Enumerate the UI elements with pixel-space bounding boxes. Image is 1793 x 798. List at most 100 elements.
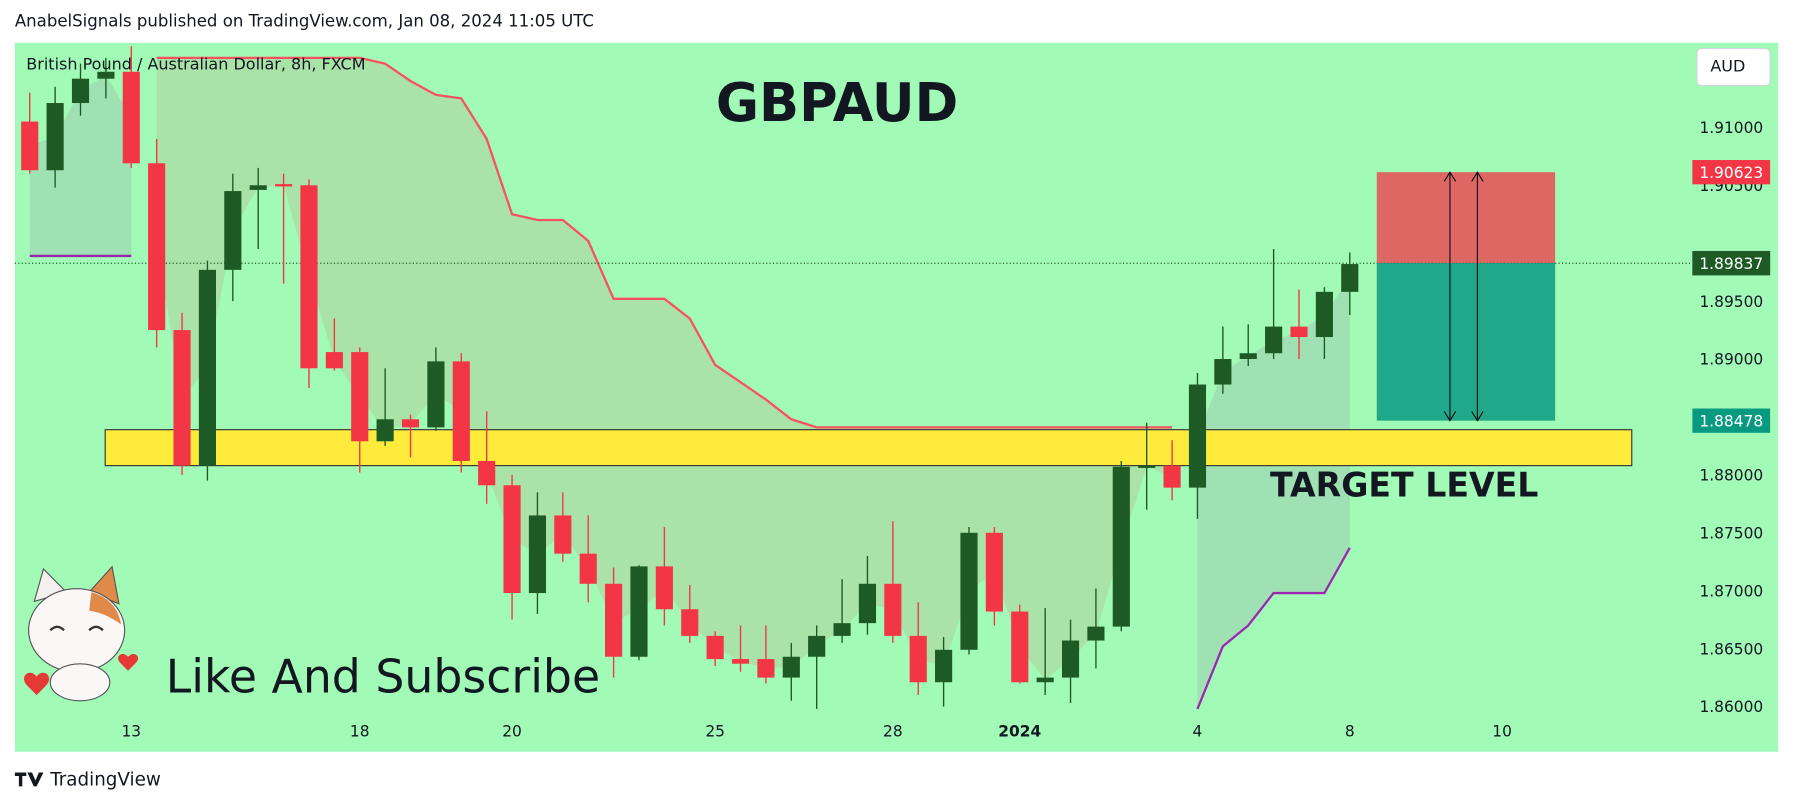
y-tick-label: 1.91000 (1699, 119, 1763, 137)
candle-body (478, 460, 496, 486)
x-tick-label: 28 (883, 723, 903, 741)
arrow-head (1443, 411, 1457, 422)
y-tick-label: 1.87500 (1699, 524, 1763, 542)
candle-body (21, 121, 39, 171)
candle-body (1188, 384, 1207, 488)
candle-body (300, 185, 318, 369)
candle-body (858, 583, 877, 624)
candle-body (148, 163, 166, 331)
currency-button[interactable] (1696, 47, 1771, 87)
price-label-box (1692, 160, 1771, 185)
arrow-head (1471, 411, 1484, 422)
candle-body (1138, 465, 1156, 468)
candle-body (1214, 359, 1232, 385)
candle-body (1315, 291, 1333, 338)
price-label: 1.88478 (1699, 412, 1763, 430)
target-annotation: TARGET LEVEL (1270, 465, 1538, 504)
candle-body (1163, 465, 1181, 488)
candle-body (1112, 466, 1130, 627)
trend-fill (29, 75, 132, 256)
y-tick-label: 1.86000 (1699, 698, 1763, 716)
candle-body (1087, 626, 1105, 641)
x-tick-label: 18 (350, 723, 370, 741)
candle-body (1341, 264, 1359, 292)
x-tick-label: 2024 (998, 723, 1041, 741)
stop-area (1376, 172, 1556, 264)
candle-body (452, 361, 470, 461)
tv-logo (14, 772, 44, 787)
candle-body (249, 185, 267, 190)
candle-body (1011, 611, 1029, 683)
arrow-head (1471, 171, 1484, 182)
candle-body (808, 635, 826, 657)
candle-body (528, 515, 547, 594)
candle-body (351, 352, 369, 442)
candle-body (655, 566, 673, 610)
candle-body (376, 419, 394, 442)
candle-body (960, 532, 978, 650)
candle-body (731, 659, 750, 664)
candle-body (224, 191, 242, 270)
candle-body (122, 71, 140, 164)
candle-body (935, 649, 953, 683)
y-tick-label: 1.88000 (1699, 466, 1763, 484)
candle-body (909, 635, 927, 683)
candle-body (985, 532, 1003, 612)
promo-text: Like And Subscribe (166, 649, 600, 703)
candle-body (630, 566, 648, 657)
cat-body (49, 663, 111, 702)
candle-body (275, 184, 293, 187)
currency-label: AUD (1710, 57, 1745, 76)
candle-body (173, 330, 191, 466)
candle-body (579, 553, 597, 584)
price-label: 1.90623 (1699, 164, 1763, 182)
candle-body (833, 623, 851, 636)
x-tick-label: 20 (502, 723, 522, 741)
trend-line (1196, 547, 1351, 710)
candle-body (1239, 353, 1257, 360)
candle-body (46, 103, 64, 171)
candle-body (1265, 326, 1283, 354)
candle-body (681, 609, 699, 636)
trend-line (156, 56, 1173, 429)
target-zone (104, 429, 1633, 467)
trend-fill (156, 57, 1173, 680)
candle-body (1036, 677, 1054, 683)
candle-body (1061, 640, 1080, 678)
profit-area (1376, 263, 1556, 421)
trend-fill (1197, 277, 1350, 709)
candle-body (97, 71, 115, 79)
x-tick-label: 4 (1193, 723, 1203, 741)
x-tick-label: 8 (1345, 723, 1355, 741)
y-tick-label: 1.89500 (1699, 293, 1763, 311)
candle-body (71, 78, 90, 104)
footer-brand: TradingView (49, 770, 160, 791)
cat-eye (49, 625, 104, 632)
candle-body (427, 361, 445, 428)
candle-body (782, 656, 800, 678)
candle-body (325, 352, 343, 369)
symbol-legend: British Pound / Australian Dollar, 8h, F… (26, 54, 365, 73)
arrow-head (1443, 171, 1457, 182)
candle-body (554, 515, 572, 554)
x-tick-label: 13 (121, 723, 141, 741)
candle-body (757, 659, 775, 678)
cat-patch (89, 592, 122, 625)
heart (118, 654, 139, 671)
x-tick-label: 25 (705, 723, 725, 741)
candle-body (884, 583, 902, 636)
candle-body (605, 583, 623, 657)
x-tick-label: 10 (1492, 723, 1512, 741)
candle-body (1290, 326, 1308, 338)
candle-body (706, 635, 724, 660)
candle-body (401, 419, 420, 428)
price-label-box (1692, 251, 1771, 276)
cat-head (28, 588, 126, 673)
price-label: 1.89837 (1699, 255, 1763, 273)
candle-body (503, 485, 521, 594)
logo-mark (14, 772, 44, 787)
y-tick-label: 1.86500 (1699, 640, 1763, 658)
candle-body (198, 269, 217, 466)
